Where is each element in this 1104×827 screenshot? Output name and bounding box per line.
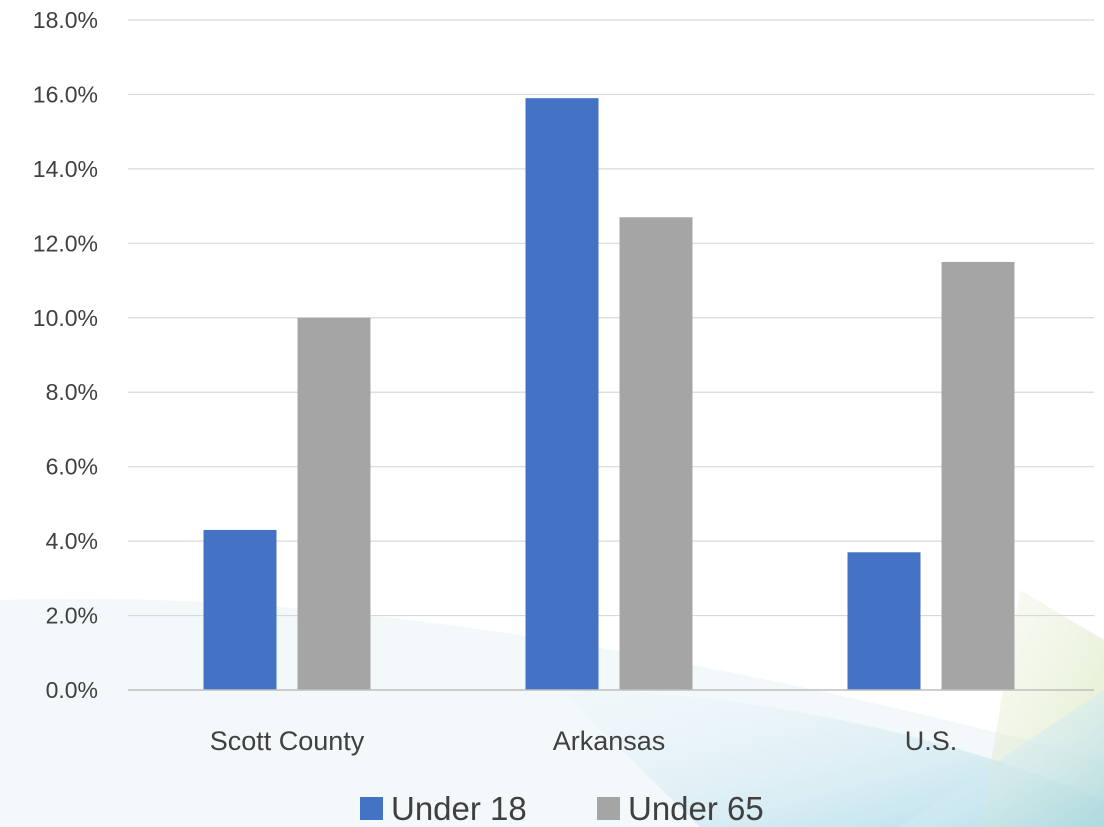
category-label: Arkansas [553,726,666,756]
category-label: Scott County [210,726,365,756]
legend-label: Under 18 [391,790,527,827]
bar-under-18-2 [847,552,921,690]
bar-under-65-2 [941,261,1015,690]
bar-under-65-0 [297,317,371,690]
y-tick-label: 2.0% [46,603,98,629]
bar-under-65-1 [619,217,693,690]
y-tick-label: 0.0% [46,677,98,703]
y-tick-label: 14.0% [33,156,98,182]
legend-swatch-under-18 [360,797,383,820]
y-tick-label: 18.0% [33,7,98,33]
y-tick-label: 10.0% [33,305,98,331]
gridlines [128,19,1094,617]
y-tick-label: 8.0% [46,379,98,405]
x-axis-category-labels: Scott County Arkansas U.S. [210,726,958,756]
y-axis-tick-labels: 0.0% 2.0% 4.0% 6.0% 8.0% 10.0% 12.0% 14.0% 16.0%… [33,7,98,703]
category-label: U.S. [905,726,958,756]
bars [203,98,1015,690]
legend: Under 18 Under 65 [360,790,764,827]
y-tick-label: 16.0% [33,81,98,107]
y-tick-label: 4.0% [46,528,98,554]
legend-label: Under 65 [628,790,764,827]
y-tick-label: 12.0% [33,230,98,256]
bar-under-18-1 [525,98,599,690]
y-tick-label: 6.0% [46,454,98,480]
legend-swatch-under-65 [597,797,620,820]
bar-under-18-0 [203,529,277,690]
